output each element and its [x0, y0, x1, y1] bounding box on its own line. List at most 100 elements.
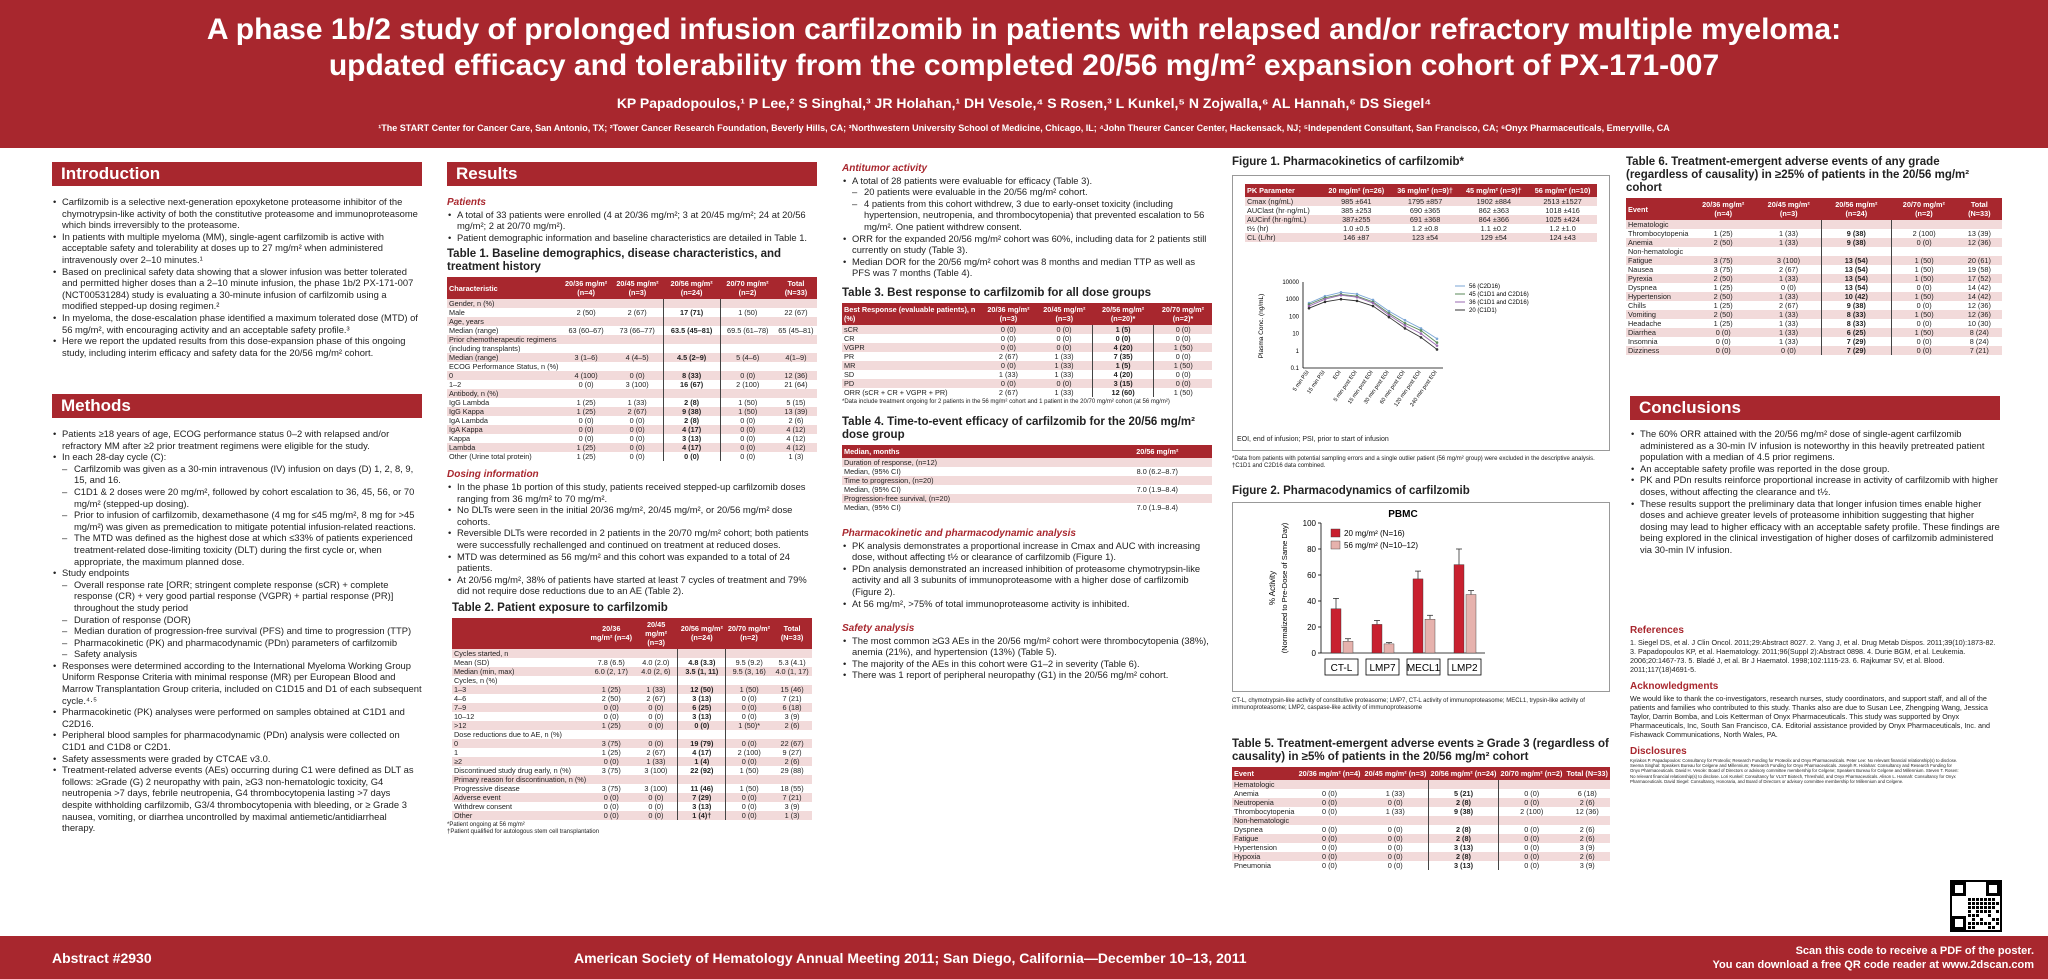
bar — [1343, 641, 1353, 653]
table6-cell: 8 (24) — [1957, 328, 2002, 337]
methods-bullet: Prior to infusion of carfilzomib, dexame… — [52, 509, 422, 532]
methods-bullet: Median duration of progression-free surv… — [52, 625, 422, 637]
table5-row: Dyspnea 0 (0) 0 (0) 2 (8) 0 (0) 2 (6) — [1232, 825, 1610, 834]
table3-cell: PR — [842, 352, 980, 361]
table6-cell: Anemia — [1626, 238, 1690, 247]
conclusions-text: The 60% ORR attained with the 20/56 mg/m… — [1630, 428, 2000, 556]
table1-cell: Other (Urine total protein) — [447, 452, 561, 461]
fig1-row: AUCinf (hr·ng/mL) 387±255 691 ±368 864 ±366… — [1245, 215, 1597, 224]
table6-row: Insomnia 0 (0) 1 (33) 7 (29) 0 (0) 8 (24) — [1626, 337, 2002, 346]
table1-row: (including transplants) — [447, 344, 817, 353]
pk-data-point — [1436, 337, 1439, 340]
table2-header-cell — [452, 618, 588, 649]
table2-row: Withdrew consent 0 (0) 0 (0) 3 (13) 0 (0) 3 (… — [452, 802, 812, 811]
table1-row: IgG Lambda 1 (25) 1 (33) 2 (8) 1 (50) 5 (15) — [447, 398, 817, 407]
results.dosing-bullet: MTD was determined as 56 mg/m² and this … — [447, 551, 817, 574]
qr-finder — [1952, 882, 1966, 896]
table1-cell: 1 (25) — [561, 443, 612, 452]
table6-cell: 12 (36) — [1957, 310, 2002, 319]
table6-cell: 1 (25) — [1690, 301, 1756, 310]
fig1-cell: AUClast (hr·ng/mL) — [1245, 206, 1322, 215]
table1-cell: IgG Kappa — [447, 407, 561, 416]
fig1-cell: 690 ±365 — [1391, 206, 1460, 215]
table6-cell: 1 (33) — [1756, 328, 1822, 337]
table1-header-cell: 20/70 mg/m² (n=2) — [720, 277, 775, 299]
table1-cell: Age, years — [447, 317, 561, 326]
table5-cell — [1297, 780, 1363, 789]
table6-cell: 7 (29) — [1822, 346, 1892, 355]
table3-cell: VGPR — [842, 343, 980, 352]
table3-row: PR 2 (67) 1 (33) 7 (35) 0 (0) — [842, 352, 1212, 361]
table1-cell: Prior chemotherapeutic regimens — [447, 335, 561, 344]
qr-code[interactable] — [1950, 880, 2002, 932]
table5-cell: 1 (33) — [1363, 807, 1429, 816]
table6-cell: 0 (0) — [1891, 301, 1957, 310]
table1-cell: 2 (67) — [612, 308, 663, 317]
figure2-note: CT-L, chymotrypsin-like activity of cons… — [1232, 698, 1610, 712]
table2-cell: 1 (25) — [588, 748, 634, 757]
x-tick-label: MECL1 — [1407, 663, 1441, 674]
pk-data-point — [1372, 305, 1375, 308]
table5-cell: 3 (13) — [1428, 861, 1498, 870]
table5-cell — [1428, 780, 1498, 789]
y-tick-label: 10 — [1292, 332, 1299, 338]
table5-cell: 0 (0) — [1297, 834, 1363, 843]
methods-bullet: C1D1 & 2 doses were 20 mg/m², followed b… — [52, 486, 422, 509]
table5-header-cell: 20/70 mg/m² (n=2) — [1498, 767, 1564, 780]
table2-cell: 0 (0) — [588, 712, 634, 721]
table1-row: Lambda 1 (25) 0 (0) 4 (17) 0 (0) 4 (12) — [447, 443, 817, 452]
pk-data-point — [1356, 300, 1359, 303]
table5-cell: 12 (36) — [1564, 807, 1610, 816]
methods-bullet: Safety assessments were graded by CTCAE … — [52, 753, 422, 765]
qr-module — [1992, 902, 1995, 905]
table2-cell: 7 (29) — [678, 793, 726, 802]
table6-cell: 1 (25) — [1690, 283, 1756, 292]
table3-header-cell: 20/36 mg/m² (n=3) — [980, 303, 1036, 325]
table6-row: Fatigue 3 (75) 3 (100) 13 (54) 1 (50) 20 (61) — [1626, 256, 2002, 265]
table5-cell: Fatigue — [1232, 834, 1297, 843]
table2-cell — [634, 775, 678, 784]
section-results: Results — [447, 162, 817, 186]
table5-row: Thrombocytopenia 0 (0) 1 (33) 9 (38) 2 (100)… — [1232, 807, 1610, 816]
table6-row: Nausea 3 (75) 2 (67) 13 (54) 1 (50) 19 (58) — [1626, 265, 2002, 274]
fig1-header-cell: 56 mg/m² (n=10) — [1528, 184, 1597, 197]
fig1-header-cell: 20 mg/m² (n=26) — [1322, 184, 1391, 197]
table2-row: 1–3 1 (25) 1 (33) 12 (50) 1 (50) 15 (46) — [452, 685, 812, 694]
table6-cell: Dizziness — [1626, 346, 1690, 355]
table3-cell: 1 (33) — [980, 370, 1036, 379]
qr-module — [1972, 902, 1975, 905]
results.safety-bullet: There was 1 report of peripheral neuropa… — [842, 669, 1212, 681]
table1-row: IgA Lambda 0 (0) 0 (0) 2 (8) 0 (0) 2 (6) — [447, 416, 817, 425]
table2-cell — [772, 730, 812, 739]
table2-cell: 2 (67) — [634, 748, 678, 757]
table4-row: Duration of response, (n=12) — [842, 458, 1212, 467]
qr-module — [1980, 918, 1983, 921]
table1-cell — [720, 299, 775, 308]
bar — [1384, 644, 1394, 653]
table2-cell: 1 (50) — [726, 784, 772, 793]
table1-cell — [612, 389, 663, 398]
table5-cell: 0 (0) — [1297, 798, 1363, 807]
fig1-cell: 985 ±641 — [1322, 197, 1391, 206]
table6-cell: 2 (67) — [1756, 301, 1822, 310]
table5-header-cell: Total (N=33) — [1564, 767, 1610, 780]
table2-cell: Cycles, n (%) — [452, 676, 588, 685]
table2-cell: 4 (17) — [678, 748, 726, 757]
table2-cell: 3 (13) — [678, 802, 726, 811]
table2-cell: 18 (55) — [772, 784, 812, 793]
table3-cell: 0 (0) — [980, 379, 1036, 388]
table1-cell: 0 (0) — [720, 443, 775, 452]
table1-cell: Antibody, n (%) — [447, 389, 561, 398]
table6-cell: 2 (50) — [1690, 238, 1756, 247]
results.pk-bullet: PDn analysis demonstrated an increased i… — [842, 563, 1212, 598]
patients-heading: Patients — [447, 197, 817, 209]
table3-cell: 1 (5) — [1092, 325, 1154, 334]
table2-cell: 12 (50) — [678, 685, 726, 694]
pk-data-point — [1404, 324, 1407, 327]
table2-cell: 0 (0) — [726, 802, 772, 811]
conclusions-bullet: The 60% ORR attained with the 20/56 mg/m… — [1630, 428, 2000, 463]
pk-data-point — [1436, 348, 1439, 351]
table1-cell — [663, 389, 720, 398]
table2-row: Cycles, n (%) — [452, 676, 812, 685]
table6-cell: 8 (33) — [1822, 319, 1892, 328]
